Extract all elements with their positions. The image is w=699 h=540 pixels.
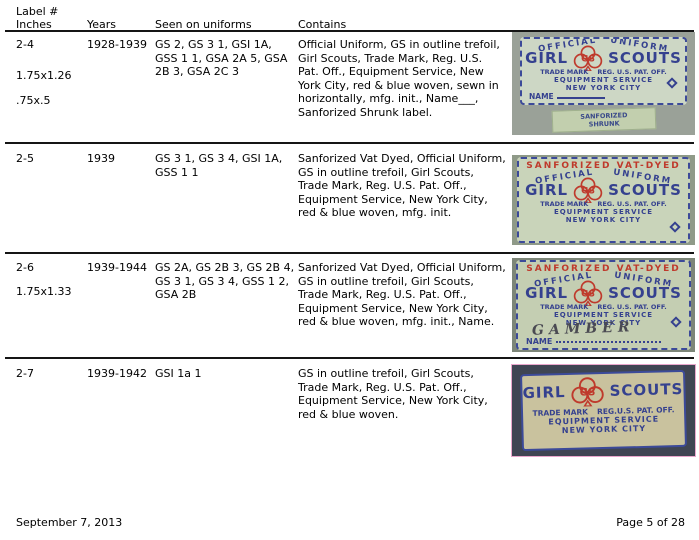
- cell-label-number: 2-7: [16, 367, 84, 381]
- label-photo-2-5: SANFORIZED VAT-DYED OFFICIAL UNIFORM GIR…: [512, 155, 695, 245]
- label-text-trademark: TRADE MARK: [540, 200, 589, 208]
- label-photo-2-4: OFFICIAL UNIFORM GIRL GS SCOUTS TRADE: [512, 32, 695, 135]
- label-text-girl: GIRL: [525, 181, 569, 199]
- label-text-sanforized: SANFORIZED VAT-DYED: [526, 264, 681, 274]
- header-inches: Inches: [16, 18, 52, 31]
- label-number: 2-4: [16, 38, 34, 51]
- footer-date: September 7, 2013: [16, 516, 123, 529]
- header-contains: Contains: [298, 18, 347, 31]
- woven-label: GIRL GS SCOUTS TRADE MARK REG.U.S. PAT. …: [520, 369, 687, 452]
- svg-text:GS: GS: [581, 55, 595, 65]
- label-text-girl: GIRL: [522, 382, 566, 403]
- cell-seen-on-uniforms: GS 3 1, GS 3 4, GSI 1A, GSS 1 1: [155, 152, 283, 179]
- label-text-trademark: TRADE MARK: [540, 68, 589, 76]
- name-underline: [556, 97, 605, 99]
- svg-text:GS: GS: [580, 387, 596, 398]
- cell-contains: GS in outline trefoil, Girl Scouts, Trad…: [298, 367, 488, 421]
- cell-years: 1939-1944: [87, 261, 147, 274]
- label-size: 1.75x1.33: [16, 284, 72, 298]
- footer-page-number: Page 5 of 28: [616, 516, 685, 529]
- label-photo-2-6: SANFORIZED VAT-DYED OFFICIAL UNIFORM GIR…: [512, 258, 695, 352]
- cell-contains: Sanforized Vat Dyed, Official Uniform, G…: [298, 261, 506, 328]
- cell-seen-on-uniforms: GSI 1a 1: [155, 367, 202, 380]
- svg-text:GS: GS: [581, 290, 595, 300]
- handwritten-owner-name: GAMBER: [531, 319, 635, 339]
- label-text-girl: GIRL: [525, 284, 569, 302]
- woven-label: SANFORIZED VAT-DYED OFFICIAL UNIFORM GIR…: [517, 157, 690, 243]
- cell-contains: Official Uniform, GS in outline trefoil,…: [298, 38, 500, 119]
- cell-years: 1928-1939: [87, 38, 147, 51]
- cell-label-number: 2-6 1.75x1.33: [16, 261, 84, 298]
- gs-trefoil-icon: GS: [571, 377, 604, 407]
- divider-header: [5, 30, 694, 32]
- gs-trefoil-icon: GS: [573, 280, 603, 306]
- header-seen-on-uniforms: Seen on uniforms: [155, 18, 252, 31]
- label-photo-2-7: GIRL GS SCOUTS TRADE MARK REG.U.S. PAT. …: [511, 364, 696, 457]
- label-text-equipment: EQUIPMENT SERVICE: [553, 76, 654, 84]
- label-text-equipment: EQUIPMENT SERVICE: [553, 208, 654, 216]
- label-text-trademark: TRADE MARK: [540, 303, 589, 311]
- label-text-sanforized: SANFORIZED VAT-DYED: [526, 161, 681, 171]
- divider-row-3: [5, 357, 694, 359]
- label-text-girl: GIRL: [525, 49, 569, 67]
- cell-seen-on-uniforms: GS 2A, GS 2B 3, GS 2B 4, GS 3 1, GS 3 4,…: [155, 261, 295, 301]
- svg-text:GS: GS: [581, 187, 595, 197]
- label-size: 1.75x1.26: [16, 68, 72, 82]
- label-text-scouts: SCOUTS: [608, 284, 682, 302]
- sanforized-shrunk-tag: SANFORIZED SHRUNK: [551, 107, 656, 133]
- label-text-reg: REG. U.S. PAT. OFF.: [597, 303, 667, 311]
- cell-seen-on-uniforms: GS 2, GS 3 1, GSI 1A, GSS 1 1, GSA 2A 5,…: [155, 38, 288, 78]
- cell-label-number: 2-4 1.75x1.26 .75x.5: [16, 38, 84, 108]
- cell-label-number: 2-5: [16, 152, 84, 166]
- label-text-reg: REG. U.S. PAT. OFF.: [597, 68, 667, 76]
- woven-label: SANFORIZED VAT-DYED OFFICIAL UNIFORM GIR…: [516, 260, 691, 350]
- header-label-number: Label #: [16, 5, 59, 18]
- cell-years: 1939: [87, 152, 115, 165]
- gs-trefoil-icon: GS: [573, 177, 603, 203]
- label-text-equipment: EQUIPMENT SERVICE: [553, 311, 654, 319]
- woven-label: OFFICIAL UNIFORM GIRL GS SCOUTS TRADE: [520, 37, 687, 105]
- label-text-city: NEW YORK CITY: [565, 84, 642, 92]
- label-text-scouts: SCOUTS: [609, 379, 684, 400]
- label-text-name: NAME: [526, 337, 553, 346]
- label-size: .75x.5: [16, 94, 51, 107]
- cell-years: 1939-1942: [87, 367, 147, 380]
- label-text-name: NAME: [529, 92, 554, 101]
- label-text-city: NEW YORK CITY: [565, 216, 642, 224]
- label-text-reg: REG. U.S. PAT. OFF.: [597, 200, 667, 208]
- label-text-city: NEW YORK CITY: [565, 319, 642, 327]
- label-number: 2-5: [16, 152, 34, 165]
- label-text-scouts: SCOUTS: [608, 181, 682, 199]
- label-number: 2-7: [16, 367, 34, 380]
- label-text-scouts: SCOUTS: [608, 49, 682, 67]
- name-dotted-line: [556, 341, 661, 343]
- gs-trefoil-icon: GS: [573, 45, 603, 71]
- header-years: Years: [87, 18, 117, 31]
- divider-row-1: [5, 142, 694, 144]
- cell-contains: Sanforized Vat Dyed, Official Uniform, G…: [298, 152, 506, 219]
- label-number: 2-6: [16, 261, 34, 274]
- divider-row-2: [5, 252, 694, 254]
